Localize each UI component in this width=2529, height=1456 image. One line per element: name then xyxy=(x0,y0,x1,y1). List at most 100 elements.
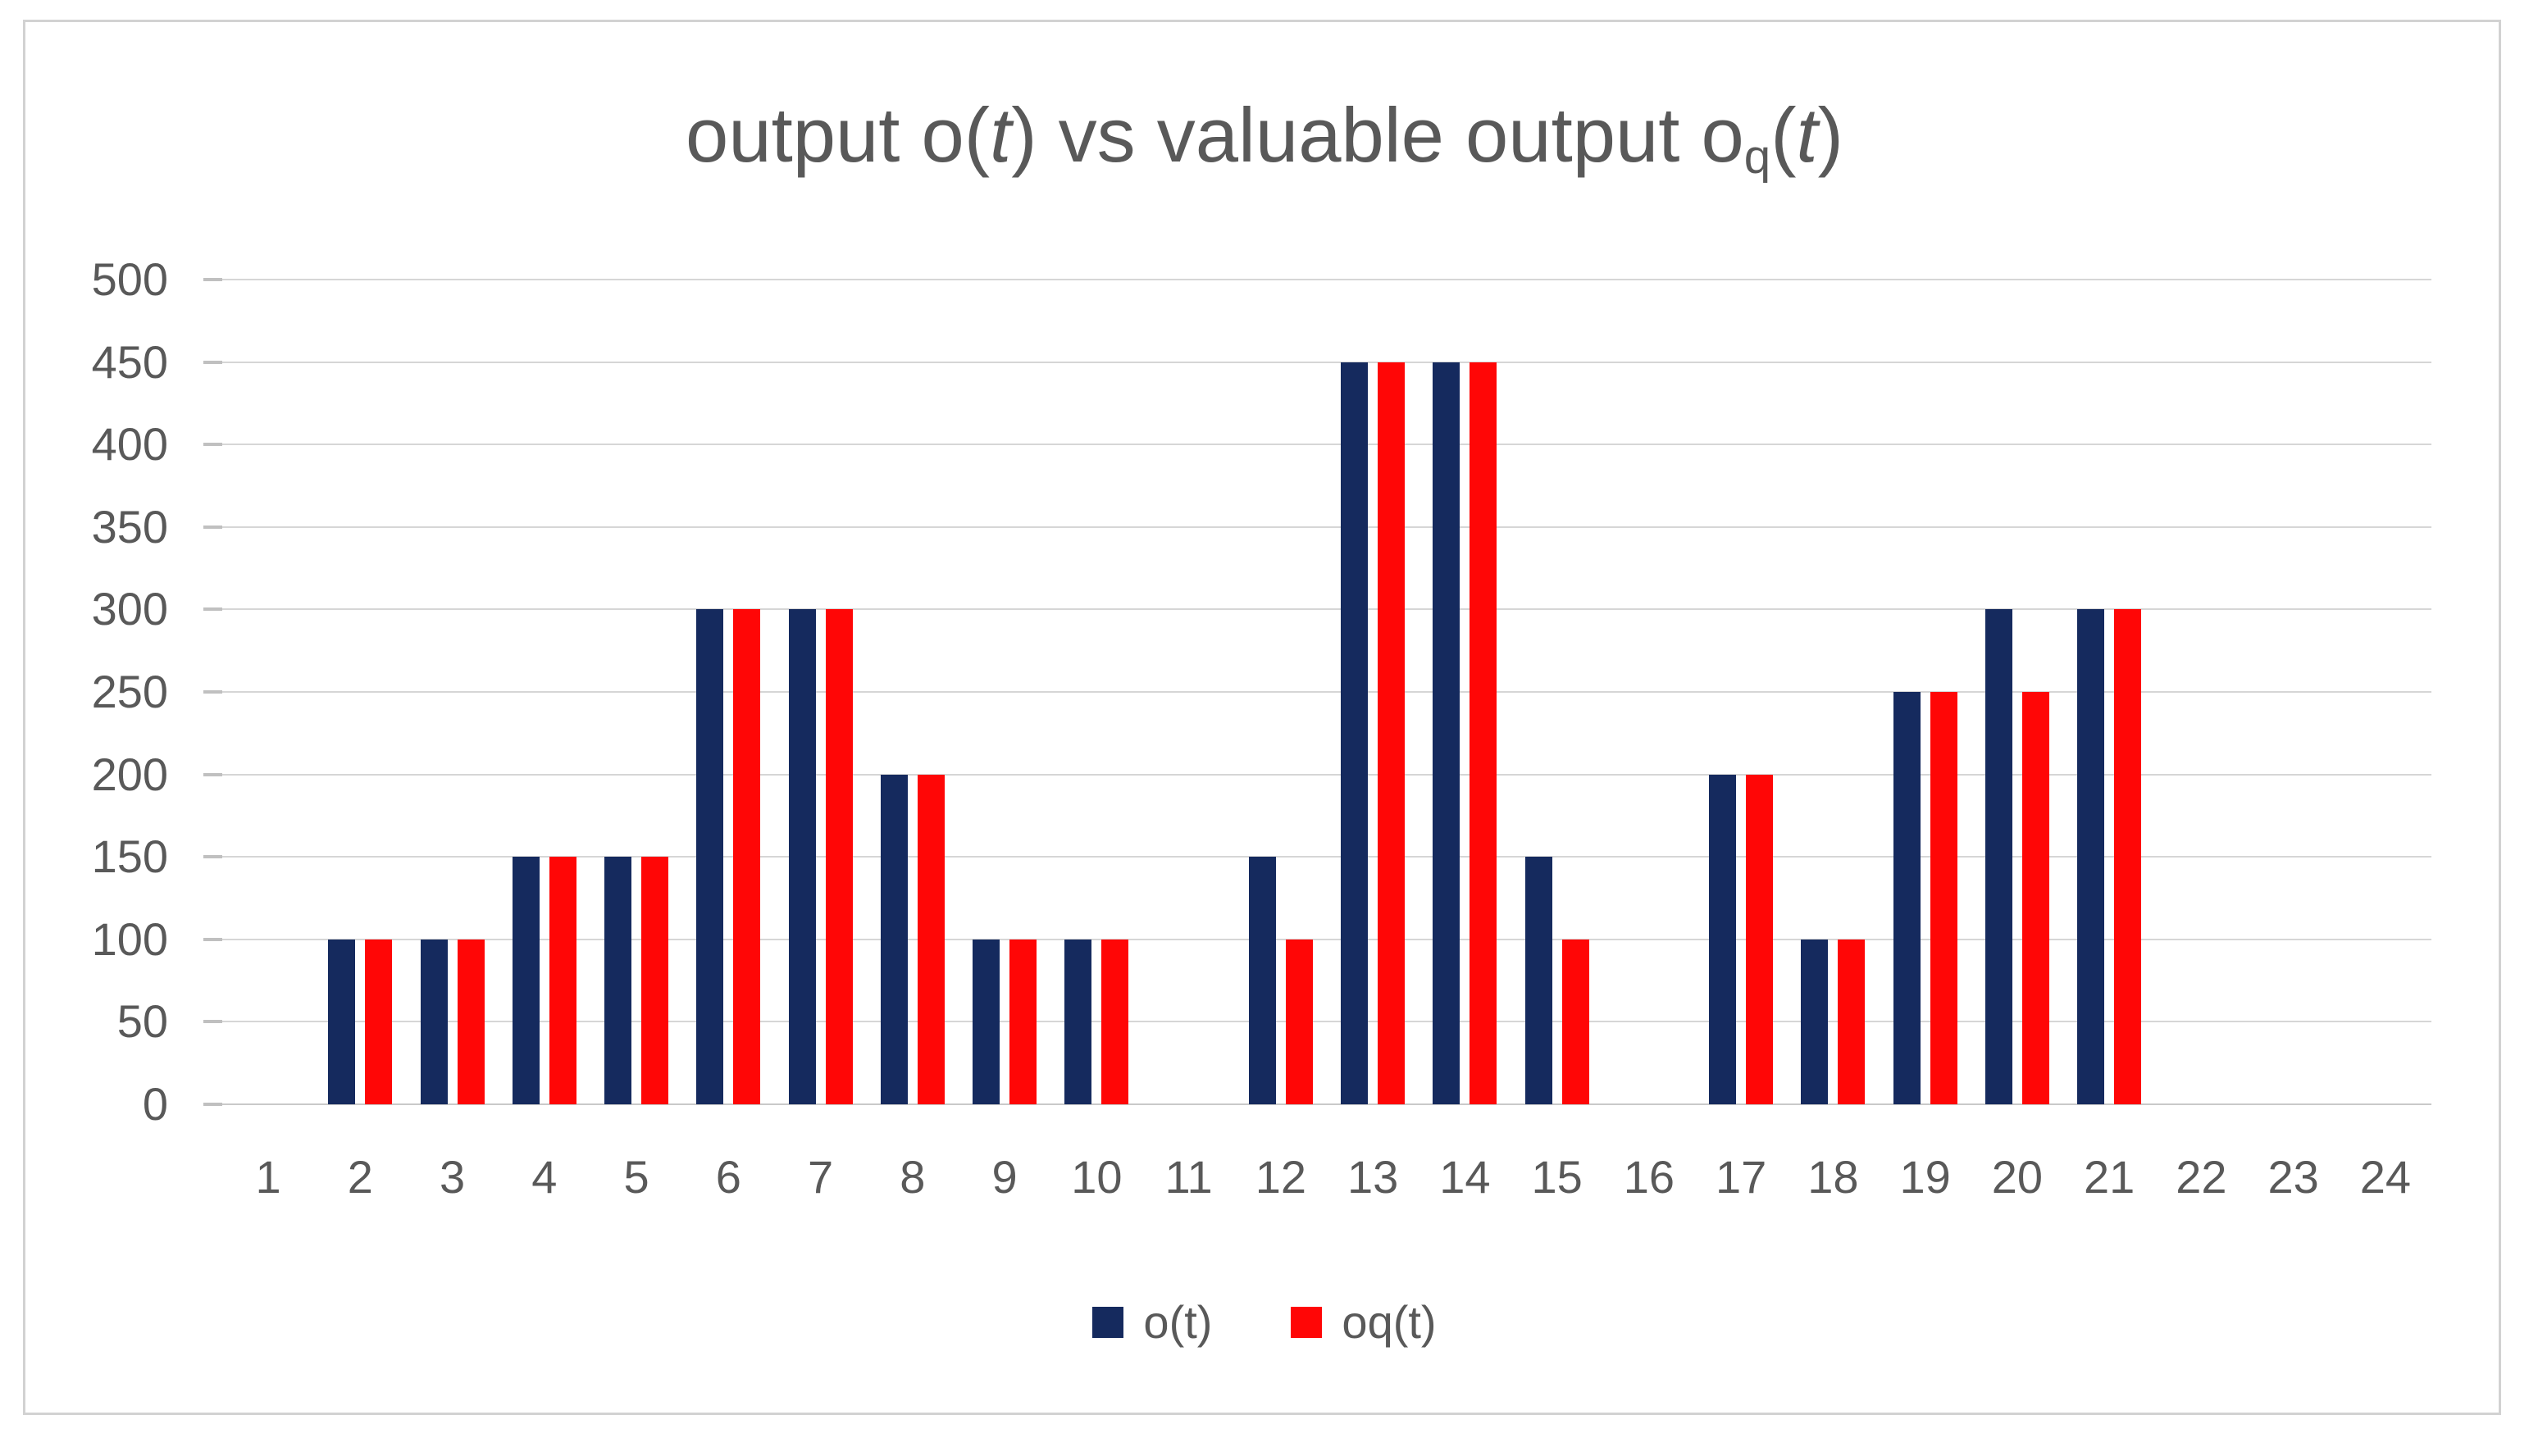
x-axis-tick-label: 21 xyxy=(2083,1151,2135,1203)
gridline-150 xyxy=(222,856,2431,858)
x-axis-tick-label: 8 xyxy=(900,1151,926,1203)
x-axis-tick-label: 24 xyxy=(2359,1151,2412,1203)
y-axis-tick-label: 150 xyxy=(91,830,168,883)
x-axis-tick-label: 13 xyxy=(1347,1151,1399,1203)
bar-oqt-cat-18 xyxy=(1838,939,1866,1104)
bar-oqt-cat-19 xyxy=(1930,692,1957,1104)
x-axis-tick-label: 1 xyxy=(255,1151,281,1203)
bar-ot-cat-13 xyxy=(1341,362,1369,1104)
bar-oqt-cat-6 xyxy=(733,609,761,1104)
x-axis-tick-label: 6 xyxy=(715,1151,741,1203)
gridline-450 xyxy=(222,361,2431,363)
bar-ot-cat-8 xyxy=(880,774,908,1104)
gridline-300 xyxy=(222,608,2431,611)
y-axis-tick-label: 350 xyxy=(91,500,168,553)
bar-oqt-cat-4 xyxy=(549,857,576,1104)
y-axis-tick-350 xyxy=(203,525,222,529)
x-axis-tick-label: 5 xyxy=(623,1151,649,1203)
y-axis-tick-450 xyxy=(203,360,222,364)
x-axis-tick-label: 10 xyxy=(1071,1151,1123,1203)
title-text-1: output o( xyxy=(686,92,991,178)
y-axis-tick-label: 450 xyxy=(91,335,168,388)
y-axis-tick-label: 300 xyxy=(91,583,168,635)
bar-ot-cat-6 xyxy=(696,609,724,1104)
bar-ot-cat-18 xyxy=(1801,939,1829,1104)
y-axis-tick-200 xyxy=(203,772,222,776)
bar-oqt-cat-5 xyxy=(641,857,669,1104)
legend-label-oq-t: oq(t) xyxy=(1342,1296,1437,1348)
gridline-500 xyxy=(222,279,2431,280)
y-axis-tick-label: 50 xyxy=(116,995,168,1048)
y-axis-tick-label: 250 xyxy=(91,666,168,717)
y-axis-tick-0 xyxy=(203,1103,222,1106)
y-axis-tick-label: 500 xyxy=(91,253,168,305)
x-axis-tick-label: 23 xyxy=(2267,1151,2319,1203)
bar-ot-cat-15 xyxy=(1524,857,1552,1104)
x-axis-tick-label: 3 xyxy=(440,1151,466,1203)
x-axis-tick-label: 12 xyxy=(1255,1151,1307,1203)
bar-ot-cat-5 xyxy=(604,857,632,1104)
legend-swatch-o-t xyxy=(1092,1307,1124,1338)
y-axis-tick-100 xyxy=(203,937,222,941)
legend-swatch-oq-t xyxy=(1291,1307,1323,1338)
x-axis-tick-label: 4 xyxy=(531,1151,558,1203)
y-axis-tick-150 xyxy=(203,855,222,859)
title-text-3: ( xyxy=(1770,92,1797,178)
y-axis-tick-500 xyxy=(203,278,222,281)
x-axis-tick-label: 14 xyxy=(1439,1151,1491,1203)
bar-ot-cat-10 xyxy=(1064,939,1092,1104)
gridline-400 xyxy=(222,444,2431,446)
bar-ot-cat-3 xyxy=(420,939,448,1104)
gridline-350 xyxy=(222,526,2431,528)
bar-ot-cat-17 xyxy=(1709,774,1737,1104)
y-axis-tick-250 xyxy=(203,690,222,694)
bar-oqt-cat-17 xyxy=(1746,774,1774,1104)
title-subscript-q: q xyxy=(1743,130,1771,184)
x-axis-tick-label: 9 xyxy=(991,1151,1018,1203)
chart-title: output o(t) vs valuable output oq(t) xyxy=(0,92,2529,181)
bar-ot-cat-19 xyxy=(1893,692,1921,1104)
gridline-200 xyxy=(222,773,2431,776)
bar-oqt-cat-20 xyxy=(2021,692,2049,1104)
x-axis-tick-label: 16 xyxy=(1623,1151,1675,1203)
gridline-50 xyxy=(222,1021,2431,1023)
gridline-100 xyxy=(222,938,2431,940)
legend-item-oq-t: oq(t) xyxy=(1291,1296,1437,1348)
bar-oqt-cat-10 xyxy=(1101,939,1129,1104)
gridline-0 xyxy=(222,1103,2431,1105)
bar-oqt-cat-3 xyxy=(457,939,485,1104)
y-axis-tick-label: 200 xyxy=(91,748,168,800)
bar-oqt-cat-13 xyxy=(1378,362,1406,1104)
bar-oqt-cat-14 xyxy=(1470,362,1497,1104)
y-axis-tick-50 xyxy=(203,1020,222,1024)
y-axis-tick-label: 100 xyxy=(91,912,168,965)
y-axis-tick-label: 0 xyxy=(142,1078,168,1130)
bar-ot-cat-9 xyxy=(973,939,1000,1104)
x-axis-tick-label: 20 xyxy=(1991,1151,2044,1203)
bar-ot-cat-21 xyxy=(2077,609,2105,1104)
legend: o(t) oq(t) xyxy=(0,1298,2529,1347)
x-axis-tick-label: 19 xyxy=(1899,1151,1951,1203)
y-axis-tick-400 xyxy=(203,443,222,447)
x-axis-tick-label: 7 xyxy=(808,1151,834,1203)
bar-ot-cat-14 xyxy=(1433,362,1460,1104)
x-axis-tick-label: 2 xyxy=(347,1151,373,1203)
x-axis-tick-label: 11 xyxy=(1164,1151,1213,1203)
bar-ot-cat-2 xyxy=(328,939,356,1104)
y-axis-tick-300 xyxy=(203,607,222,612)
y-axis-tick-label: 400 xyxy=(91,418,168,471)
legend-item-o-t: o(t) xyxy=(1092,1298,1212,1347)
x-axis-tick-label: 22 xyxy=(2176,1151,2227,1203)
bar-ot-cat-12 xyxy=(1248,857,1276,1104)
title-italic-t-2: t xyxy=(1796,92,1818,178)
x-axis-tick-label: 18 xyxy=(1807,1151,1859,1203)
bar-ot-cat-7 xyxy=(788,609,816,1104)
bar-oqt-cat-12 xyxy=(1285,939,1313,1104)
title-text-4: ) xyxy=(1817,92,1843,178)
bar-oqt-cat-9 xyxy=(1009,939,1037,1104)
bar-ot-cat-4 xyxy=(512,857,540,1104)
title-text-2: ) vs valuable output o xyxy=(1011,92,1744,178)
gridline-250 xyxy=(222,691,2431,693)
bar-oqt-cat-8 xyxy=(917,774,945,1104)
